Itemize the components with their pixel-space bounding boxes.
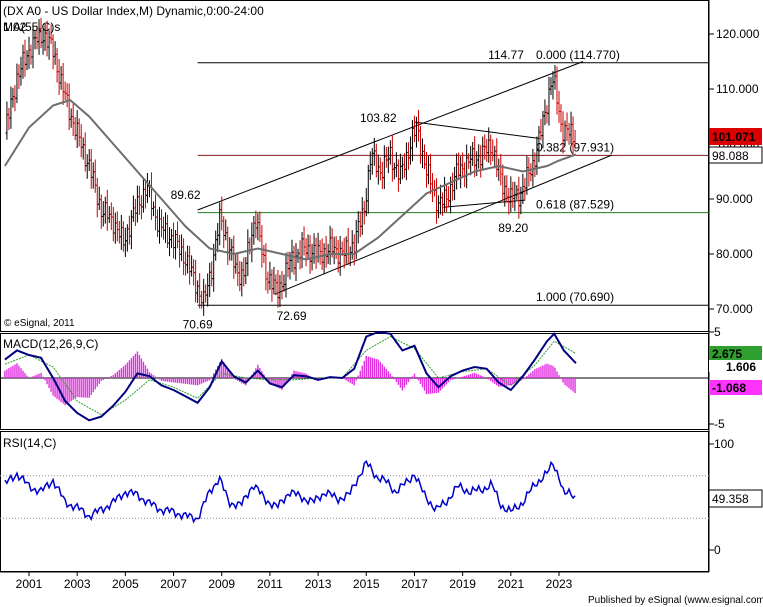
macd-signal-tag: 2.675 <box>709 346 762 361</box>
macd-signal-tag-label: 2.675 <box>712 347 742 361</box>
x-axis: 2001 2003 2005 2007 2009 2011 2013 2015 2017 2019… <box>0 571 709 591</box>
macd-lines <box>4 330 577 422</box>
ma-tag-bg <box>708 146 763 164</box>
price-tick-label: 90.000 <box>716 192 753 206</box>
fib-level-label: 1.000 (70.690) <box>536 290 614 304</box>
rsi-tag: 49.358 <box>708 489 763 508</box>
price-tick-label: 110.000 <box>716 82 759 96</box>
price-bars <box>5 17 577 316</box>
price-annotations: 114.77 103.82 89.62 89.20 72.69 70.69 <box>171 48 529 332</box>
rsi-tag-bg <box>708 489 763 508</box>
x-tick-label: 2015 <box>353 577 380 591</box>
triangle-bottom-line <box>443 199 526 208</box>
ma55-line <box>4 98 577 261</box>
price-tick-label: 120.000 <box>716 27 760 41</box>
x-tick-label: 2019 <box>449 577 476 591</box>
price-annotation: 70.69 <box>183 317 213 331</box>
x-tick-label: 2003 <box>64 577 91 591</box>
price-tick-label: 70.000 <box>716 302 753 316</box>
macd-line-tag: 1.606 <box>709 360 762 374</box>
macd-hist-tag: -1.068 <box>709 380 762 395</box>
rsi-tag-label: 49.358 <box>712 492 749 506</box>
moving-average <box>4 98 577 261</box>
rsi-tick-label: 100 <box>714 437 734 451</box>
price-tick-label: 80.000 <box>716 247 753 261</box>
price-tag: 101.071 <box>709 128 762 145</box>
x-tick-label: 2021 <box>497 577 524 591</box>
price-annotation: 89.62 <box>171 188 201 202</box>
rsi-main-line <box>4 459 576 524</box>
rsi-tick-label: 0 <box>714 543 721 557</box>
ma-tag-label: 98.088 <box>712 149 749 163</box>
macd-line-tag-bg <box>709 360 762 372</box>
x-tick-label: 2023 <box>546 577 573 591</box>
price-annotation: 114.77 <box>488 48 524 62</box>
footer-credit: Published by eSignal (www.esignal.com) <box>588 595 763 606</box>
rsi-line <box>4 459 576 524</box>
price-bar <box>573 129 577 149</box>
price-annotation: 89.20 <box>498 221 528 235</box>
price-tag-label: 101.071 <box>712 130 756 144</box>
price-tag-bg <box>709 128 762 145</box>
copyright-note: © eSignal, 2011 <box>4 318 75 329</box>
x-tick-label: 2001 <box>16 577 43 591</box>
x-tick-label: 2011 <box>257 577 283 591</box>
triangle-top-line <box>414 121 540 139</box>
x-tick-label: 2007 <box>160 577 187 591</box>
macd-tick-label: 5 <box>714 325 721 339</box>
price-annotation: 72.69 <box>277 309 307 323</box>
ma-tag: 98.088 <box>708 146 763 164</box>
macd-line-tag-label: 1.606 <box>726 360 756 374</box>
footer-bar <box>0 591 763 607</box>
macd-hist-tag-label: -1.068 <box>712 381 746 395</box>
macd-tick-label: -5 <box>714 417 725 431</box>
ma-legend: MA(55,C)s <box>3 20 60 34</box>
macd-main-line <box>4 330 577 422</box>
macd-title: MACD(12,26,9,C) <box>3 337 98 351</box>
x-tick-label: 2005 <box>112 577 139 591</box>
x-tick-label: 2009 <box>208 577 235 591</box>
fib-level-label: 0.000 (114.770) <box>536 48 620 62</box>
macd-signal-tag-bg <box>709 346 762 361</box>
x-tick-label: 2013 <box>305 577 332 591</box>
fib-level-label: 0.618 (87.529) <box>536 198 614 212</box>
chart-title: (DX A0 - US Dollar Index,M) Dynamic,0:00… <box>3 4 264 18</box>
trend-lines <box>197 61 613 295</box>
x-tick-label: 2017 <box>401 577 428 591</box>
channel-lower-line <box>274 154 613 295</box>
channel-upper-line <box>197 61 584 211</box>
macd-hist-tag-bg <box>709 380 762 395</box>
rsi-title: RSI(14,C) <box>3 436 56 450</box>
fibonacci-levels: 0.000 (114.770)0.382 (97.931)0.618 (87.5… <box>197 48 709 306</box>
price-annotation: 103.82 <box>360 111 397 125</box>
corner-value: 1.02 <box>3 20 27 34</box>
